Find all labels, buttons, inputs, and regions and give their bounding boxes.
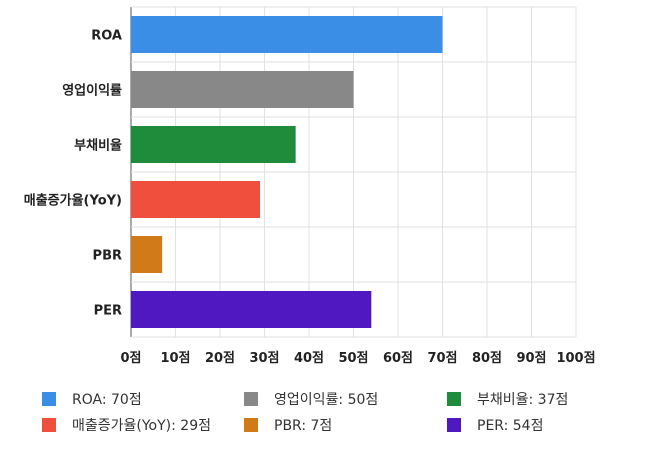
bar	[131, 126, 296, 163]
legend-swatch	[244, 392, 258, 406]
legend-label: 영업이익률: 50점	[274, 392, 378, 408]
legend-swatch	[447, 392, 461, 406]
x-tick-label: 20점	[205, 351, 235, 366]
bar	[131, 291, 372, 328]
x-tick-label: 10점	[160, 351, 190, 366]
legend-label: PBR: 7점	[274, 418, 332, 434]
category-label: ROA	[91, 29, 122, 44]
x-tick-label: 100점	[556, 351, 595, 366]
legend-swatch	[42, 392, 56, 406]
x-tick-label: 60점	[383, 351, 413, 366]
bar	[131, 181, 261, 218]
bars	[131, 16, 443, 328]
legend-label: ROA: 70점	[72, 392, 142, 408]
category-label: 매출증가율(YoY)	[24, 193, 122, 209]
bar	[131, 71, 354, 108]
legend-swatch	[447, 418, 461, 432]
category-label: 영업이익률	[62, 83, 122, 99]
bar	[131, 236, 163, 273]
legend-label: 매출증가율(YoY): 29점	[72, 418, 211, 434]
legend-label: PER: 54점	[477, 418, 543, 434]
grid-lines	[130, 6, 577, 338]
x-tick-label: 80점	[472, 351, 502, 366]
x-tick-label: 30점	[249, 351, 279, 366]
legend-swatch	[244, 418, 258, 432]
category-label: 부채비율	[74, 138, 122, 154]
category-label: PBR	[93, 249, 122, 264]
x-tick-labels: 0점 10점 20점 30점 40점 50점 60점 70점 80점 90점 100점	[120, 351, 595, 366]
category-label: PER	[94, 304, 122, 319]
bar	[131, 16, 443, 53]
x-tick-label: 40점	[294, 351, 324, 366]
x-tick-label: 0점	[120, 351, 141, 366]
x-tick-label: 50점	[338, 351, 368, 366]
x-tick-label: 70점	[427, 351, 457, 366]
legend-label: 부채비율: 37점	[477, 392, 568, 408]
x-tick-label: 90점	[516, 351, 546, 366]
legend-swatch	[42, 418, 56, 432]
